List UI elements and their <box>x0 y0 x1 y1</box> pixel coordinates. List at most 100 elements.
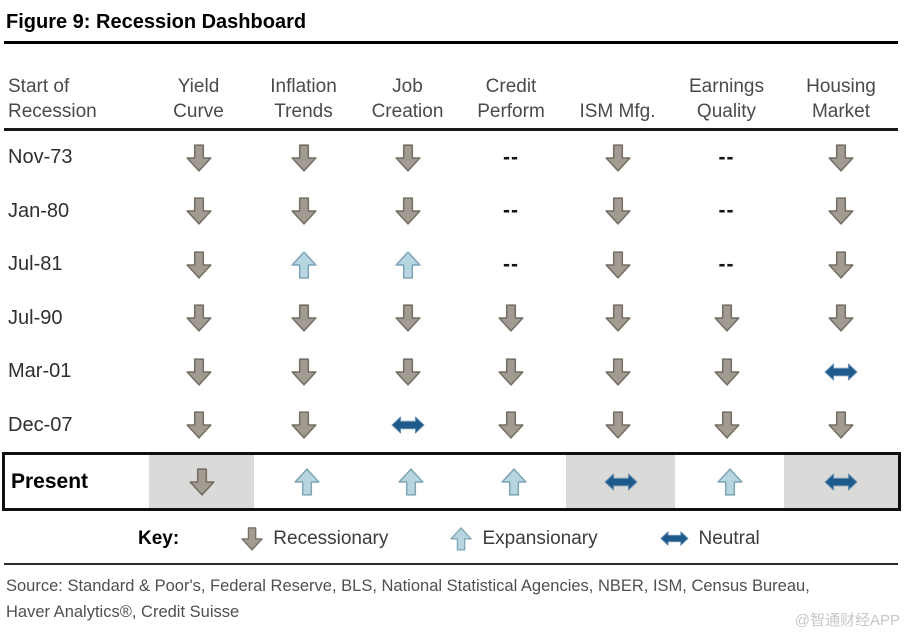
present-indicator-cell <box>462 455 566 508</box>
down-arrow-icon <box>185 411 212 439</box>
down-arrow-icon <box>185 358 212 386</box>
indicator-cell <box>146 292 251 346</box>
down-arrow-icon <box>290 144 317 172</box>
indicator-cell <box>563 399 672 453</box>
present-row: Present <box>5 455 898 508</box>
down-arrow-icon <box>290 197 317 225</box>
indicator-cell <box>356 399 459 453</box>
column-header: Credit Perform <box>477 75 545 123</box>
down-arrow-icon <box>498 411 524 439</box>
row-label: Jan-80 <box>8 199 70 222</box>
down-arrow-icon <box>498 358 524 386</box>
down-arrow-icon <box>713 358 740 386</box>
indicator-cell <box>251 185 356 239</box>
down-arrow-icon <box>604 251 631 279</box>
indicator-cell <box>672 292 781 346</box>
row-label: Nov-73 <box>8 146 73 169</box>
down-arrow-icon <box>394 304 421 332</box>
neutral-arrow-icon <box>824 363 858 381</box>
down-arrow-icon <box>394 358 421 386</box>
present-indicator-cell <box>149 455 254 508</box>
no-data-dash: -- <box>718 199 735 223</box>
row-label: Jul-81 <box>8 253 63 276</box>
down-arrow-icon <box>290 411 317 439</box>
present-row-box: Present <box>2 452 901 511</box>
column-header: ISM Mfg. <box>579 101 656 123</box>
indicator-cell <box>781 185 901 239</box>
down-arrow-icon <box>188 467 215 496</box>
legend-label: Key: <box>138 528 180 549</box>
up-arrow-icon <box>501 467 527 496</box>
no-data-dash: -- <box>718 145 735 169</box>
indicator-cell <box>251 238 356 292</box>
legend-underline <box>4 563 898 565</box>
legend-item: Neutral <box>660 528 760 550</box>
down-arrow-icon <box>185 144 212 172</box>
title-underline <box>4 41 898 44</box>
table-row: Nov-73 -- -- <box>4 131 902 185</box>
indicator-cell <box>781 238 901 292</box>
indicator-cell <box>251 399 356 453</box>
no-data-dash: -- <box>503 252 519 276</box>
table-row: Jul-81 -- -- <box>4 238 902 292</box>
down-arrow-icon <box>828 411 854 439</box>
indicator-cell: -- <box>459 238 563 292</box>
column-header: Job Creation <box>371 75 444 123</box>
down-arrow-icon <box>604 144 631 172</box>
neutral-arrow-icon <box>660 531 689 547</box>
column-header: Housing Market <box>806 75 876 123</box>
neutral-arrow-icon <box>824 473 858 490</box>
indicator-cell <box>781 131 901 185</box>
indicator-cell <box>672 345 781 399</box>
indicator-cell <box>146 185 251 239</box>
table-row: Dec-07 <box>4 399 902 453</box>
table-row: Mar-01 <box>4 345 902 399</box>
header-underline <box>4 128 898 131</box>
present-indicator-cell <box>566 455 675 508</box>
indicator-cell <box>356 345 459 399</box>
indicator-cell <box>356 131 459 185</box>
table-body: Nov-73 -- -- Jan-80 -- -- Jul-81 -- -- Jul-90 Mar-… <box>4 131 902 452</box>
indicator-cell <box>251 345 356 399</box>
row-label: Mar-01 <box>8 360 72 383</box>
table-row: Jul-90 <box>4 292 902 346</box>
indicator-cell <box>251 292 356 346</box>
column-header: Start of Recession <box>8 75 97 123</box>
indicator-cell <box>146 131 251 185</box>
down-arrow-icon <box>604 197 631 225</box>
indicator-cell <box>146 399 251 453</box>
up-arrow-icon <box>394 251 421 279</box>
column-header: Earnings Quality <box>689 75 764 123</box>
down-arrow-icon <box>604 358 631 386</box>
indicator-cell <box>563 185 672 239</box>
down-arrow-icon <box>828 197 854 225</box>
indicator-cell <box>459 345 563 399</box>
indicator-cell <box>563 345 672 399</box>
no-data-dash: -- <box>503 145 519 169</box>
figure-title: Figure 9: Recession Dashboard <box>6 11 307 33</box>
down-arrow-icon <box>604 304 631 332</box>
indicator-cell <box>146 238 251 292</box>
up-arrow-icon <box>290 251 317 279</box>
indicator-cell <box>251 131 356 185</box>
indicator-cell: -- <box>459 131 563 185</box>
down-arrow-icon <box>185 304 212 332</box>
up-arrow-icon <box>397 467 424 496</box>
legend-item-label: Recessionary <box>273 527 389 549</box>
legend-item: Expansionary <box>450 527 598 551</box>
indicator-cell <box>356 292 459 346</box>
neutral-arrow-icon <box>604 473 637 490</box>
indicator-cell: -- <box>672 131 781 185</box>
present-indicator-cell <box>359 455 462 508</box>
no-data-dash: -- <box>718 252 735 276</box>
indicator-cell: -- <box>672 238 781 292</box>
legend-item-label: Expansionary <box>482 527 598 549</box>
row-label: Dec-07 <box>8 413 73 436</box>
indicator-cell <box>781 345 901 399</box>
down-arrow-icon <box>394 144 421 172</box>
down-arrow-icon <box>185 197 212 225</box>
indicator-cell: -- <box>672 185 781 239</box>
up-arrow-icon <box>716 467 743 496</box>
legend: Key: Recessionary Expansionary Neutral <box>4 517 902 561</box>
